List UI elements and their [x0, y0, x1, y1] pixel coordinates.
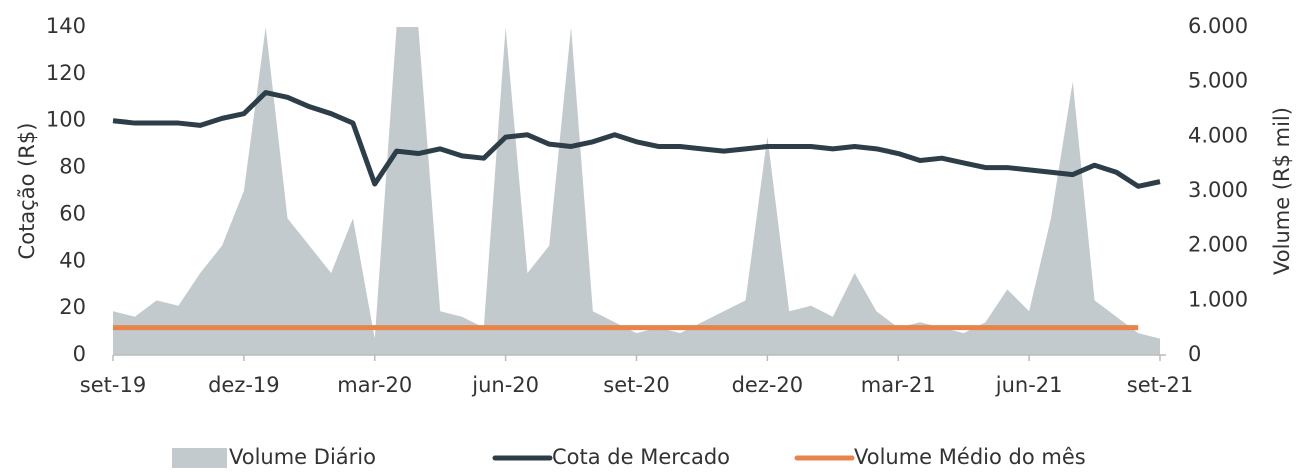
y-tick-label: 0 [73, 342, 86, 366]
x-tick-label: mar-21 [861, 373, 936, 397]
y2-tick-label: 3.000 [1188, 178, 1248, 202]
y-tick-label: 40 [59, 248, 86, 272]
legend-label: Volume Médio do mês [854, 445, 1086, 468]
x-tick-label: dez-20 [732, 373, 804, 397]
y2-tick-label: 1.000 [1188, 287, 1248, 311]
y-tick-label: 140 [46, 14, 86, 38]
y2-tick-label: 0 [1188, 342, 1201, 366]
y2-tick-label: 2.000 [1188, 233, 1248, 257]
legend-swatch [172, 448, 227, 468]
y-tick-label: 120 [46, 61, 86, 85]
x-tick-label: set-20 [603, 373, 669, 397]
y-axis-title: Cotação (R$) [15, 123, 39, 260]
y2-axis-title: Volume (R$ mil) [1270, 107, 1294, 275]
x-tick-label: jun-21 [995, 373, 1063, 397]
y2-tick-label: 5.000 [1188, 69, 1248, 93]
y-tick-label: 100 [46, 108, 86, 132]
series-line [112, 90, 1161, 189]
x-tick-label: set-21 [1127, 373, 1193, 397]
legend-label: Volume Diário [229, 445, 376, 468]
y-tick-label: 60 [59, 201, 86, 225]
x-tick-label: jun-20 [471, 373, 539, 397]
y-tick-label: 80 [59, 155, 86, 179]
volume-area [113, 27, 1160, 355]
y2-tick-label: 4.000 [1188, 123, 1248, 147]
x-tick-label: mar-20 [337, 373, 412, 397]
x-tick-label: dez-19 [208, 373, 280, 397]
legend-label: Cota de Mercado [552, 445, 730, 468]
y2-tick-label: 6.000 [1188, 14, 1248, 38]
x-tick-label: set-19 [80, 373, 146, 397]
y-tick-label: 20 [59, 295, 86, 319]
